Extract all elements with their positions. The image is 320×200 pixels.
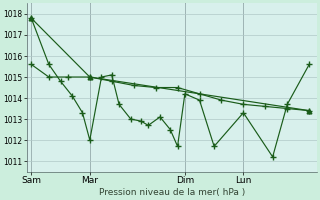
- X-axis label: Pression niveau de la mer( hPa ): Pression niveau de la mer( hPa ): [99, 188, 245, 197]
